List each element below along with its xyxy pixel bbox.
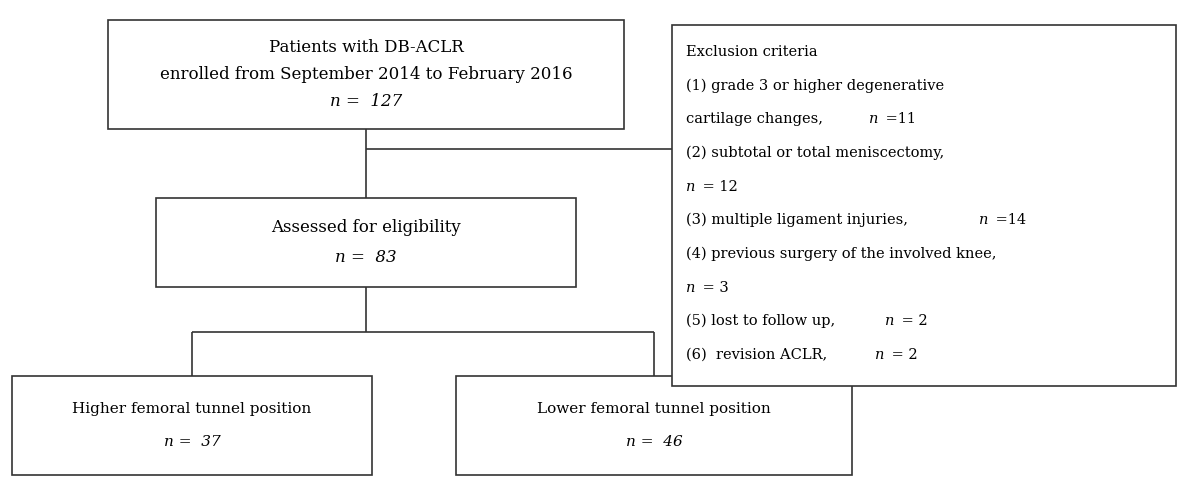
Text: Patients with DB-ACLR: Patients with DB-ACLR xyxy=(269,39,463,55)
Text: n: n xyxy=(686,281,696,295)
Text: = 2: = 2 xyxy=(898,314,928,328)
Text: = 2: = 2 xyxy=(887,348,917,362)
Text: Lower femoral tunnel position: Lower femoral tunnel position xyxy=(538,402,770,416)
Text: n =  83: n = 83 xyxy=(335,249,397,266)
Text: n =  127: n = 127 xyxy=(330,93,402,110)
Text: Higher femoral tunnel position: Higher femoral tunnel position xyxy=(72,402,312,416)
Text: = 3: = 3 xyxy=(698,281,730,295)
Bar xyxy=(456,376,852,475)
Text: =14: =14 xyxy=(991,213,1026,227)
Text: n =  46: n = 46 xyxy=(625,435,683,449)
Text: n: n xyxy=(686,180,696,194)
Text: n =  37: n = 37 xyxy=(163,435,221,449)
Bar xyxy=(672,25,1176,386)
Text: (5) lost to follow up,: (5) lost to follow up, xyxy=(686,314,840,329)
Text: n: n xyxy=(884,314,894,328)
Text: cartilage changes,: cartilage changes, xyxy=(686,112,828,126)
Text: (6)  revision ACLR,: (6) revision ACLR, xyxy=(686,348,833,362)
Text: =11: =11 xyxy=(881,112,917,126)
Text: = 12: = 12 xyxy=(698,180,738,194)
Bar xyxy=(12,376,372,475)
Text: enrolled from September 2014 to February 2016: enrolled from September 2014 to February… xyxy=(160,66,572,83)
Bar xyxy=(156,198,576,287)
Text: (2) subtotal or total meniscectomy,: (2) subtotal or total meniscectomy, xyxy=(686,146,944,160)
Text: (3) multiple ligament injuries,: (3) multiple ligament injuries, xyxy=(686,213,913,228)
Text: (1) grade 3 or higher degenerative: (1) grade 3 or higher degenerative xyxy=(686,78,944,93)
Text: n: n xyxy=(875,348,884,362)
Bar xyxy=(108,20,624,129)
Text: n: n xyxy=(869,112,878,126)
Text: n: n xyxy=(979,213,988,227)
Text: Assessed for eligibility: Assessed for eligibility xyxy=(271,219,461,236)
Text: (4) previous surgery of the involved knee,: (4) previous surgery of the involved kne… xyxy=(686,247,997,261)
Text: Exclusion criteria: Exclusion criteria xyxy=(686,45,818,59)
